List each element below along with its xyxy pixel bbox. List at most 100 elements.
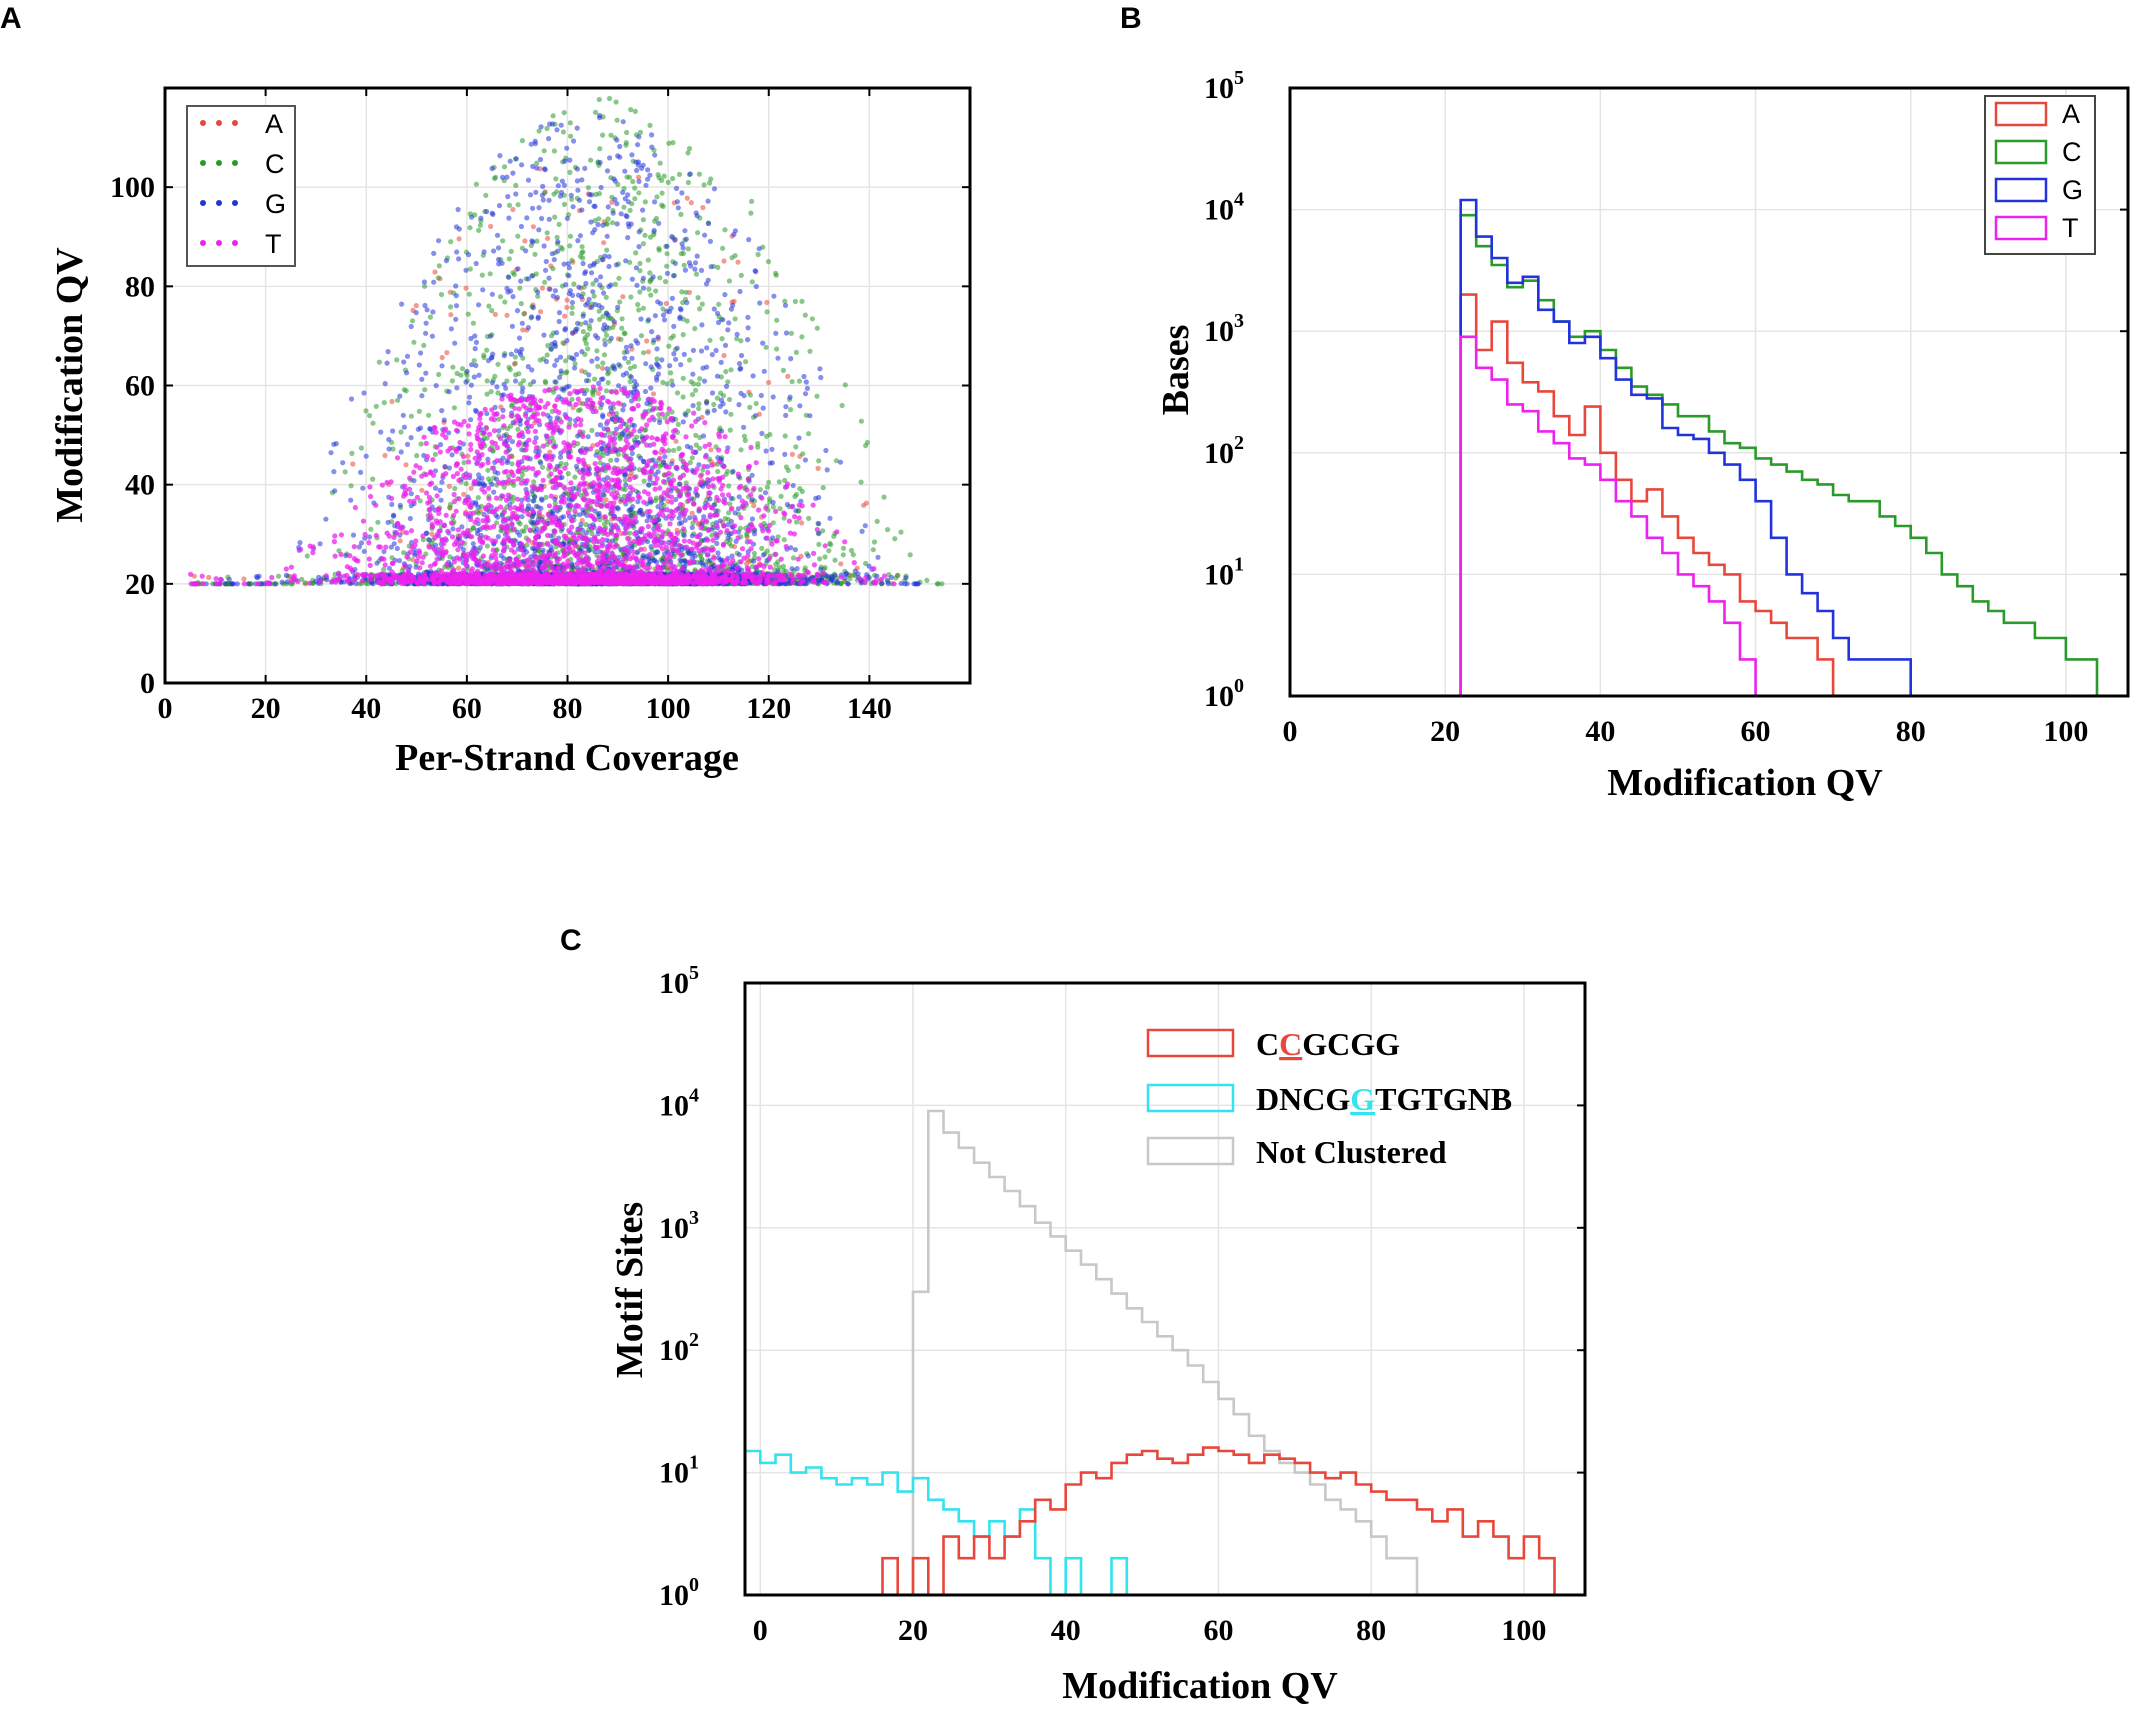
panel-a-point-C	[582, 335, 588, 341]
panel-a-point-C	[477, 222, 483, 228]
panel-a-point-C	[716, 301, 722, 307]
panel-a-point-C	[518, 301, 524, 307]
panel-a-point-C	[627, 365, 633, 371]
panel-a-point-A	[456, 236, 462, 242]
panel-a-point-C	[776, 479, 782, 485]
panel-a-point-C	[631, 363, 638, 370]
panel-a-point-G	[610, 363, 617, 369]
panel-a-point-C	[627, 207, 633, 213]
panel-a-point-G	[505, 194, 511, 200]
panel-a-point-C	[484, 435, 490, 441]
panel-a-point-G	[513, 191, 519, 197]
panel-a-point-C	[543, 380, 549, 386]
panel-a-point-G	[533, 503, 540, 509]
panel-a-point-G	[548, 346, 554, 352]
panel-a-point-C	[626, 174, 633, 180]
panel-a-point-C	[487, 271, 493, 277]
panel-a-point-C	[822, 554, 828, 560]
panel-a-point-G	[674, 199, 681, 205]
panel-a-point-G	[489, 481, 495, 487]
panel-a-point-G	[437, 487, 443, 493]
panel-a-point-G	[672, 237, 678, 243]
panel-a-point-C	[605, 519, 611, 525]
panel-a-point-G	[422, 302, 428, 309]
panel-a-point-C	[695, 230, 701, 236]
panel-a-point-G	[439, 363, 445, 369]
panel-a-point-G	[794, 566, 800, 572]
panel-a-point-G	[711, 186, 718, 192]
panel-a-point-A	[595, 390, 602, 396]
panel-a-point-G	[518, 223, 525, 230]
panel-a-point-C	[506, 256, 512, 262]
panel-a-point-C	[436, 371, 442, 378]
panel-a-point-G	[539, 215, 545, 222]
panel-label-b: B	[1120, 2, 1142, 35]
panel-a-point-A	[522, 238, 528, 244]
panel-a-point-C	[641, 350, 647, 356]
panel-a-point-G	[537, 156, 544, 163]
panel-a-point-A	[468, 485, 474, 491]
panel-a-point-A	[684, 195, 690, 201]
panel-a-point-C	[467, 225, 473, 231]
panel-a-point-G	[437, 442, 444, 448]
panel-a-point-C	[544, 230, 550, 236]
panel-a-point-C	[681, 262, 687, 268]
panel-a-point-C	[550, 266, 556, 272]
panel-a-point-G	[707, 238, 714, 244]
panel-a-point-G	[494, 384, 500, 390]
panel-a-point-C	[394, 357, 400, 363]
panel-a-point-G	[340, 460, 346, 466]
panel-a-point-G	[519, 320, 525, 326]
panel-a-point-C	[850, 552, 856, 558]
panel-a-point-G	[487, 333, 494, 339]
panel-a-point-G	[714, 540, 720, 547]
panel-a-point-G	[640, 207, 646, 213]
panel-a-point-G	[664, 243, 670, 249]
panel-a-point-G	[746, 237, 752, 243]
panel-a-point-C	[551, 191, 557, 197]
panel-a-point-G	[583, 320, 589, 326]
panel-a-point-G	[466, 400, 472, 406]
panel-a-point-G	[566, 383, 572, 389]
panel-a-point-G	[453, 293, 459, 299]
panel-a-point-A	[815, 465, 821, 471]
panel-a-point-G	[604, 366, 610, 372]
panel-a-point-G	[638, 316, 644, 322]
panel-a-point-C	[302, 580, 308, 586]
panel-a-point-C	[670, 175, 676, 182]
panel-a-point-A	[432, 269, 438, 275]
panel-a-point-C	[512, 354, 518, 360]
panel-a-point-G	[536, 205, 542, 211]
panel-a-point-G	[586, 372, 592, 378]
panel-a-point-C	[569, 257, 575, 263]
panel-a-point-C	[634, 434, 640, 440]
panel-a-point-G	[732, 510, 738, 516]
panel-a-point-A	[545, 235, 551, 241]
panel-a-point-G	[442, 463, 448, 470]
panel-a-point-A	[382, 452, 388, 459]
panel-a-point-G	[573, 463, 580, 469]
panel-a-point-C	[608, 457, 614, 463]
panel-a-point-G	[386, 565, 392, 571]
panel-a-point-C	[509, 461, 515, 467]
panel-a-point-G	[449, 452, 455, 458]
panel-a-point-G	[529, 520, 535, 526]
panel-a-point-G	[316, 574, 322, 581]
panel-a-point-G	[413, 310, 419, 316]
panel-a-point-C	[418, 441, 424, 447]
panel-a-point-G	[787, 394, 793, 400]
panel-a-point-G	[805, 553, 811, 559]
panel-a-point-C	[785, 467, 791, 473]
panel-a-point-C	[376, 359, 382, 365]
panel-a-point-G	[714, 373, 721, 379]
panel-a-point-G	[411, 552, 418, 558]
panel-a-point-C	[774, 317, 780, 323]
panel-a-point-C	[687, 357, 693, 363]
panel-a-point-C	[679, 289, 685, 295]
panel-a-point-C	[622, 477, 628, 483]
panel-a-point-G	[366, 534, 373, 540]
panel-a-point-C	[864, 439, 871, 446]
panel-a-point-C	[451, 405, 457, 411]
panel-a-point-C	[685, 150, 691, 156]
panel-a-point-A	[350, 461, 356, 467]
